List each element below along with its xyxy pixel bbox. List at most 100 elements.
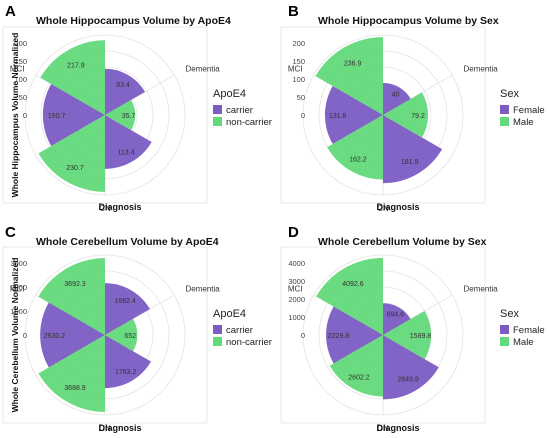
chart-title: Whole Cerebellum Volume by ApoE4 (36, 236, 219, 248)
legend-title: ApoE4 (213, 88, 246, 100)
bar-carrier (105, 283, 150, 335)
legend-swatch (213, 325, 222, 334)
data-label: 2849.9 (397, 377, 419, 384)
panel-c: C Whole Cerebellum Volume by ApoE4 2630.2 1… (2, 224, 272, 433)
legend-label: Female (513, 325, 545, 336)
bar-female (383, 115, 443, 184)
bar-non-carrier (40, 40, 105, 116)
panel-letter: A (5, 3, 16, 20)
x-axis-label: Diagnosis (98, 202, 141, 212)
data-label: 1589.8 (410, 333, 432, 340)
legend-title: Sex (500, 308, 519, 320)
x-axis-label: Diagnosis (376, 423, 419, 433)
radial-tick-label: 1000 (288, 313, 305, 322)
data-label: 35.7 (122, 113, 136, 120)
radial-tick-label: 50 (19, 93, 27, 102)
legend-label: non-carrier (226, 117, 272, 128)
panel-a: A Whole Hippocampus Volume by ApoE4 150.7 8… (2, 3, 272, 213)
bar-carrier (105, 115, 152, 169)
bar-non-carrier (38, 115, 106, 192)
legend-label: Male (513, 337, 534, 348)
category-label: Dementia (464, 285, 499, 294)
radial-tick-label: 0 (23, 331, 27, 340)
legend-label: non-carrier (226, 337, 272, 348)
data-label: 2229.8 (328, 333, 350, 340)
bar-male (327, 115, 383, 180)
bar-non-carrier (105, 99, 136, 131)
grid-spoke (313, 74, 384, 116)
data-label: 217.9 (67, 63, 85, 70)
data-label: 694.6 (387, 312, 405, 319)
data-label: 2602.2 (348, 375, 370, 382)
bar-carrier (105, 335, 151, 389)
category-label: MCI (288, 65, 303, 74)
legend-swatch (213, 117, 222, 126)
category-label: MCI (10, 285, 25, 294)
x-axis-label: Diagnosis (376, 202, 419, 212)
category-label: Dementia (186, 65, 221, 74)
radial-tick-label: 150 (292, 57, 305, 66)
legend-label: Male (513, 117, 534, 128)
radial-tick-label: 3000 (288, 277, 305, 286)
category-label: Dementia (464, 65, 499, 74)
bar-male (383, 92, 429, 138)
data-label: 652 (124, 333, 136, 340)
panel-letter: D (288, 224, 299, 241)
legend-swatch (500, 337, 509, 346)
bar-non-carrier (38, 258, 105, 335)
data-label: 1682.4 (114, 298, 136, 305)
legend-swatch (213, 105, 222, 114)
data-label: 3692.3 (64, 281, 86, 288)
radial-tick-label: 2000 (288, 295, 305, 304)
bar-female (324, 85, 383, 145)
bar-female (383, 335, 439, 400)
radial-tick-label: 2000 (10, 283, 27, 292)
radial-tick-label: 200 (14, 39, 27, 48)
category-label: MCI (288, 285, 303, 294)
panel-d: D Whole Cerebellum Volume by Sex 2229.8 694… (280, 224, 545, 433)
data-label: 162.2 (349, 157, 367, 164)
legend-label: carrier (226, 325, 253, 336)
legend-label: Female (513, 105, 545, 116)
category-label: CN (99, 204, 111, 213)
chart-title: Whole Hippocampus Volume by ApoE4 (36, 15, 231, 27)
data-label: 40 (392, 91, 400, 98)
category-label: CN (377, 424, 389, 433)
radial-tick-label: 4000 (288, 259, 305, 268)
data-label: 113.4 (118, 149, 135, 156)
bar-carrier (105, 68, 146, 115)
radial-tick-label: 0 (23, 111, 27, 120)
panel-letter: C (5, 224, 16, 241)
bar-carrier (42, 83, 105, 147)
radial-tick-label: 200 (292, 39, 305, 48)
radial-tick-label: 100 (292, 75, 305, 84)
legend-swatch (213, 337, 222, 346)
bar-male (316, 257, 383, 335)
radial-tick-label: 50 (297, 93, 305, 102)
y-axis-label: Whole Cerebellum Volume Normalized (10, 258, 20, 413)
bar-non-carrier (38, 335, 105, 412)
data-label: 83.4 (116, 82, 130, 89)
radial-tick-label: 0 (301, 111, 305, 120)
legend-swatch (500, 325, 509, 334)
panel-b: B Whole Hippocampus Volume by Sex 131.8 40 1… (280, 3, 545, 213)
bar-male (315, 37, 383, 116)
category-label: CN (99, 424, 111, 433)
bar-female (383, 303, 411, 335)
data-label: 79.2 (411, 113, 425, 120)
legend-label: carrier (226, 105, 253, 116)
radial-tick-label: 1000 (10, 307, 27, 316)
data-label: 150.7 (48, 113, 66, 120)
bar-male (383, 310, 432, 360)
data-label: 230.7 (66, 165, 84, 172)
grid-spoke (382, 74, 453, 116)
x-axis-label: Diagnosis (98, 423, 141, 433)
data-label: 236.9 (344, 60, 362, 67)
category-label: Dementia (186, 285, 221, 294)
bar-female (383, 83, 411, 115)
legend-swatch (500, 117, 509, 126)
legend-title: Sex (500, 88, 519, 100)
